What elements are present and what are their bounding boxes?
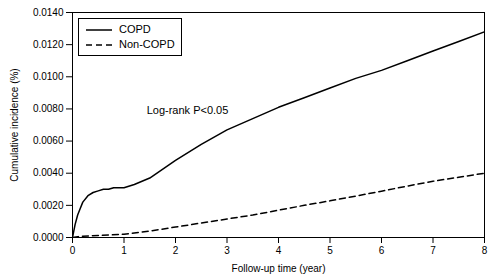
svg-text:Follow-up time (year): Follow-up time (year) (232, 263, 326, 274)
svg-text:3: 3 (224, 245, 230, 256)
svg-text:0.0120: 0.0120 (33, 39, 64, 50)
svg-text:0.0100: 0.0100 (33, 71, 64, 82)
svg-text:7: 7 (430, 245, 436, 256)
svg-text:8: 8 (482, 245, 488, 256)
svg-text:0.0040: 0.0040 (33, 167, 64, 178)
svg-text:0.0060: 0.0060 (33, 135, 64, 146)
svg-text:0.0000: 0.0000 (33, 232, 64, 243)
svg-text:0: 0 (70, 245, 76, 256)
svg-text:0.0080: 0.0080 (33, 103, 64, 114)
svg-text:1: 1 (121, 245, 127, 256)
svg-text:5: 5 (327, 245, 333, 256)
svg-text:2: 2 (173, 245, 179, 256)
html-text:Non-COPD: Non-COPD (119, 38, 175, 50)
svg-text:6: 6 (379, 245, 385, 256)
svg-text:0.0020: 0.0020 (33, 200, 64, 211)
svg-text:Log-rank P<0.05: Log-rank P<0.05 (147, 104, 229, 116)
svg-text:4: 4 (276, 245, 282, 256)
svg-text:Cumulative incidence (%): Cumulative incidence (%) (9, 68, 20, 181)
svg-text:0.0140: 0.0140 (33, 7, 64, 18)
html-text:COPD: COPD (119, 23, 151, 35)
